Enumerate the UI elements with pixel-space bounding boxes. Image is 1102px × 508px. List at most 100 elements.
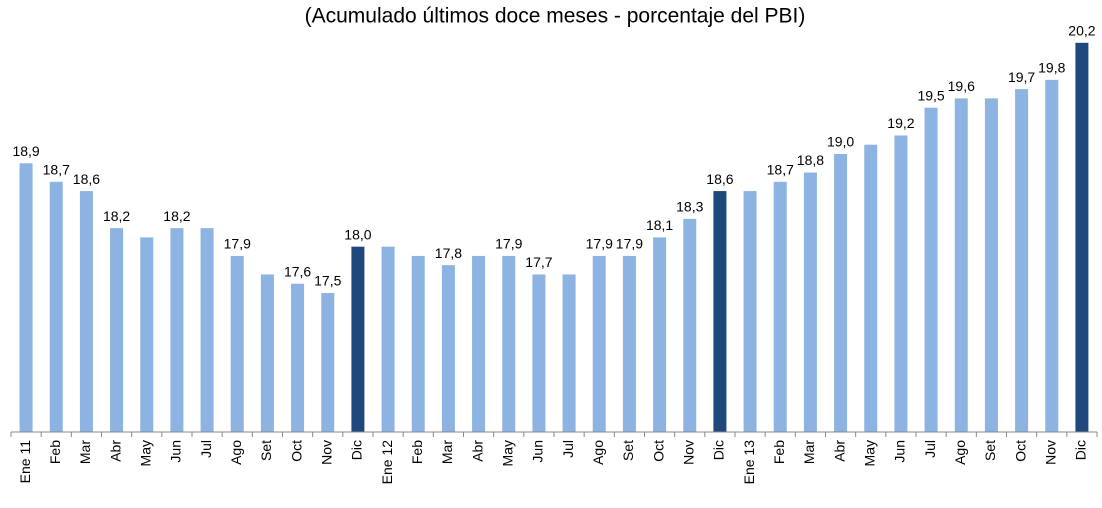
- data-label: 18,7: [767, 162, 794, 178]
- x-tick-label: Abr: [469, 440, 485, 462]
- data-label: 18,0: [344, 226, 371, 242]
- data-label: 18,1: [646, 217, 673, 233]
- x-tick-label: Jun: [530, 440, 546, 463]
- bar: [592, 255, 606, 432]
- bar: [954, 98, 968, 433]
- x-tick-label: Dic: [711, 440, 727, 460]
- x-tick-label: Jul: [560, 440, 576, 458]
- x-tick-label: Dic: [1073, 440, 1089, 460]
- data-label: 18,7: [43, 162, 70, 178]
- bar: [834, 154, 848, 432]
- bar: [381, 246, 395, 432]
- bar: [200, 228, 214, 432]
- bar: [260, 274, 274, 432]
- x-tick-label: Jul: [198, 440, 214, 458]
- data-label: 17,9: [495, 236, 522, 252]
- bar: [622, 255, 636, 432]
- data-label: 18,9: [12, 143, 39, 159]
- x-tick-label: Mar: [439, 440, 455, 464]
- data-label: 19,7: [1008, 69, 1035, 85]
- x-tick-label: Oct: [288, 440, 304, 462]
- bar: [140, 237, 154, 432]
- x-tick-label: Nov: [1042, 440, 1058, 465]
- x-tick-label: Ene 12: [379, 440, 395, 485]
- bar: [532, 274, 546, 432]
- x-tick-label: Feb: [771, 440, 787, 464]
- x-tick-label: Set: [982, 440, 998, 461]
- bar: [110, 228, 124, 432]
- x-tick-label: Ago: [952, 440, 968, 465]
- bar: [1075, 42, 1089, 433]
- bar: [472, 255, 486, 432]
- data-label: 19,6: [948, 78, 975, 94]
- x-tick-label: May: [861, 440, 877, 466]
- x-tick-label: Set: [258, 440, 274, 461]
- bar: [321, 293, 335, 432]
- data-label: 18,8: [797, 152, 824, 168]
- bar: [1015, 89, 1029, 432]
- data-label: 18,2: [103, 208, 130, 224]
- data-label: 17,9: [224, 236, 251, 252]
- bar: [743, 191, 757, 432]
- x-tick-label: Abr: [831, 440, 847, 462]
- chart-title: (Acumulado últimos doce meses - porcenta…: [305, 5, 806, 28]
- x-tick-label: Jul: [922, 440, 938, 458]
- data-label: 18,3: [676, 199, 703, 215]
- bar: [984, 98, 998, 433]
- x-tick-label: Ene 11: [17, 440, 33, 484]
- bar: [170, 228, 184, 432]
- x-tick-label: Oct: [650, 440, 666, 462]
- x-tick-label: Feb: [47, 440, 63, 464]
- bar: [773, 181, 787, 432]
- data-label: 17,8: [435, 245, 462, 261]
- data-label: 19,8: [1038, 60, 1065, 76]
- data-label: 19,2: [887, 115, 914, 131]
- x-tick-label: Nov: [318, 440, 334, 465]
- bar: [803, 172, 817, 433]
- x-tick-label: Nov: [680, 440, 696, 465]
- bar: [894, 135, 908, 432]
- bar: [864, 144, 878, 432]
- bar: [924, 107, 938, 433]
- x-tick-label: Abr: [107, 440, 123, 462]
- x-tick-label: Ago: [590, 440, 606, 465]
- bar: [19, 163, 33, 432]
- data-label: 18,6: [73, 171, 100, 187]
- data-label: 19,0: [827, 134, 854, 150]
- x-tick-label: May: [137, 440, 153, 466]
- bar: [713, 191, 727, 432]
- data-label: 18,6: [706, 171, 733, 187]
- bar: [79, 191, 93, 432]
- data-label: 19,5: [917, 87, 944, 103]
- bar: [653, 237, 667, 432]
- bar: [441, 265, 455, 432]
- x-tick-label: Ago: [228, 440, 244, 465]
- data-label: 18,2: [163, 208, 190, 224]
- bar: [1045, 79, 1059, 432]
- bar: [49, 181, 63, 432]
- bar: [230, 255, 244, 432]
- x-tick-label: Jun: [892, 440, 908, 463]
- x-tick-label: Feb: [409, 440, 425, 464]
- bar: [291, 283, 305, 432]
- x-tick-label: Dic: [349, 440, 365, 460]
- bar: [502, 255, 516, 432]
- data-label: 17,9: [616, 236, 643, 252]
- data-label: 17,9: [586, 236, 613, 252]
- bar: [683, 218, 697, 432]
- bar: [351, 246, 365, 432]
- x-tick-label: Set: [620, 440, 636, 461]
- x-tick-label: Jun: [168, 440, 184, 463]
- x-tick-label: Mar: [77, 440, 93, 464]
- bar: [562, 274, 576, 432]
- data-label: 20,2: [1068, 23, 1095, 39]
- data-label: 17,7: [525, 254, 552, 270]
- x-tick-label: Mar: [801, 440, 817, 464]
- x-tick-label: May: [499, 440, 515, 466]
- bar: [411, 255, 425, 432]
- x-tick-label: Ene 13: [741, 440, 757, 485]
- data-label: 17,5: [314, 273, 341, 289]
- x-tick-label: Oct: [1012, 440, 1028, 462]
- data-label: 17,6: [284, 263, 311, 279]
